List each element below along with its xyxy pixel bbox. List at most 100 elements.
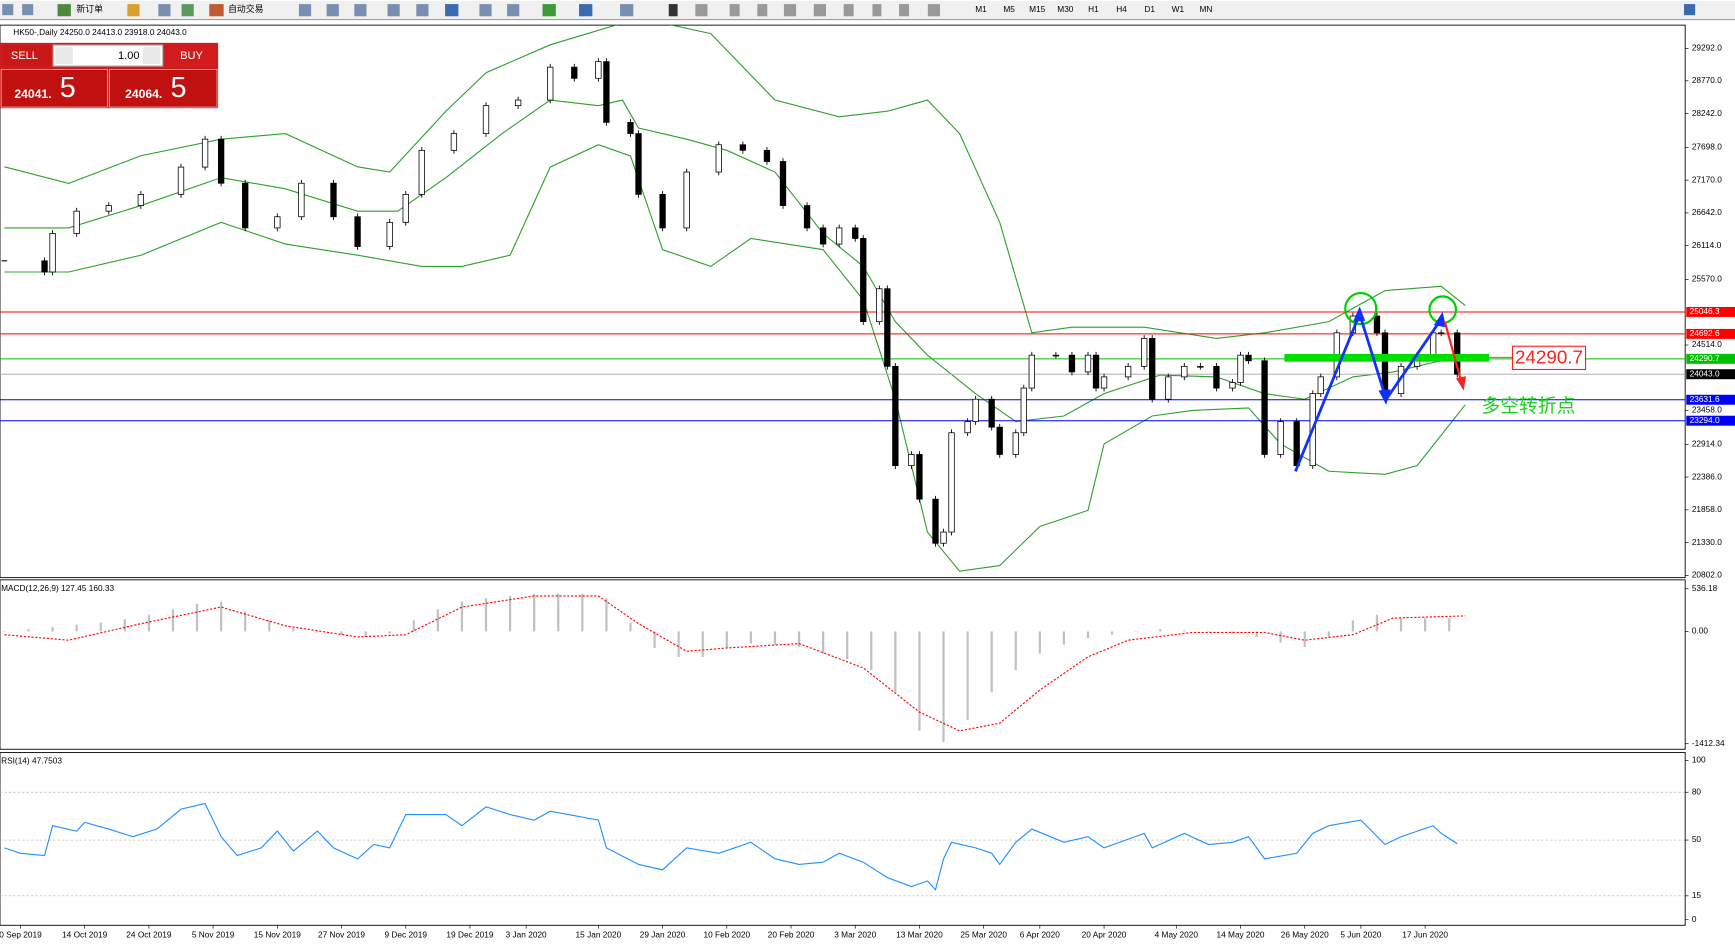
candle-body xyxy=(803,205,811,229)
rsi-line xyxy=(4,802,1458,891)
price-level-label: 23631.6 xyxy=(1690,394,1720,404)
candle-body xyxy=(1317,376,1324,395)
x-tick-label: 5 Nov 2019 xyxy=(192,929,235,939)
y-tick-label: 26114.0 xyxy=(1692,240,1722,250)
candle-body xyxy=(547,66,554,101)
timeframe-bar: M1 M5 M15 M30 H1 H4 D1 W1 MN xyxy=(975,4,1212,14)
candle-body xyxy=(1149,338,1156,400)
macd-bar xyxy=(171,609,175,632)
annotation-text: 多空转折点 xyxy=(1481,395,1575,416)
candle-body xyxy=(916,454,923,500)
x-tick-label: 24 Oct 2019 xyxy=(126,929,172,939)
candle-body xyxy=(354,216,361,247)
panel xyxy=(3,593,1466,742)
y-tick-label: 23458.0 xyxy=(1692,405,1722,415)
x-tick-label: 4 May 2020 xyxy=(1155,929,1199,939)
chart-header: HK50-,Daily 24250.0 24413.0 23918.0 2404… xyxy=(13,27,187,37)
volume-input[interactable] xyxy=(52,44,164,67)
macd-bar xyxy=(51,626,54,632)
top-circle xyxy=(1344,291,1378,326)
x-tick-label: 25 Mar 2020 xyxy=(960,929,1007,939)
candle-body xyxy=(884,288,891,367)
y-tick-label: 0.00 xyxy=(1692,626,1709,636)
candle-body xyxy=(940,531,947,544)
buy-label[interactable]: BUY xyxy=(180,50,203,62)
main-panel-frame xyxy=(0,24,1686,579)
macd-bar xyxy=(1327,631,1330,637)
candle-body xyxy=(1293,421,1300,467)
x-tick-label: 15 Jan 2020 xyxy=(576,929,622,939)
candle-body xyxy=(1165,376,1172,400)
macd-bar xyxy=(1255,631,1258,637)
price-axis: 29292.0 28770.0 28242.0 27698.0 27170.0 26642… xyxy=(1685,43,1735,580)
sell-price-box[interactable] xyxy=(0,69,108,108)
y-tick-label: 26642.0 xyxy=(1692,207,1722,217)
candle-body xyxy=(1124,365,1132,378)
autotrading-button[interactable]: 自动交易 xyxy=(228,3,263,14)
macd-bar xyxy=(1351,620,1354,632)
macd-bar xyxy=(1062,631,1066,645)
macd-bar xyxy=(75,624,78,632)
x-tick-label: 20 Feb 2020 xyxy=(768,929,815,939)
timeframe-button[interactable]: H4 xyxy=(1116,4,1127,14)
macd-bar xyxy=(123,619,126,632)
price-axis: 100 80 50 15 0 xyxy=(1685,755,1706,924)
macd-bar xyxy=(27,629,30,632)
candle-body xyxy=(1181,365,1188,378)
volume-up[interactable] xyxy=(142,47,161,64)
x-tick-label: 26 May 2020 xyxy=(1281,929,1329,939)
x-tick-label: 6 Apr 2020 xyxy=(1020,929,1061,939)
x-tick-label: 3 Jan 2020 xyxy=(506,929,547,939)
candle-body xyxy=(964,421,971,434)
timeframe-button[interactable]: M30 xyxy=(1057,4,1074,14)
toolbar xyxy=(0,0,1735,20)
candle-body xyxy=(852,227,859,239)
sell-label[interactable]: SELL xyxy=(11,50,38,62)
macd-bar xyxy=(508,595,512,632)
candle-body xyxy=(73,210,80,234)
candle-body xyxy=(274,216,281,229)
candle-body xyxy=(330,182,337,218)
arrow-head xyxy=(1378,389,1391,405)
timeframe-button[interactable]: M15 xyxy=(1029,4,1046,14)
candle-body xyxy=(1237,354,1244,383)
candle-body xyxy=(41,260,48,273)
timeframe-button[interactable]: H1 xyxy=(1088,4,1099,14)
timeframe-button[interactable]: D1 xyxy=(1144,4,1155,14)
volume-down[interactable] xyxy=(55,47,74,64)
macd-bar xyxy=(653,631,656,649)
arrow-head xyxy=(1433,311,1447,328)
bollinger-band xyxy=(4,144,1466,572)
timeframe-button[interactable]: M1 xyxy=(975,4,987,14)
y-tick-label: 20802.0 xyxy=(1692,570,1722,580)
timeframe-button[interactable]: W1 xyxy=(1172,4,1185,14)
candle-body xyxy=(932,498,939,544)
macd-bar xyxy=(605,598,608,632)
candle-body xyxy=(514,99,522,107)
buy-price-box[interactable] xyxy=(109,69,218,108)
timeframe-button[interactable]: M5 xyxy=(1003,4,1015,14)
y-tick-label: 50 xyxy=(1692,834,1702,844)
macd-bar xyxy=(942,631,945,742)
price-level-tag xyxy=(1686,328,1735,339)
candle-body xyxy=(1068,354,1076,373)
candle-body xyxy=(1100,376,1108,389)
y-tick-label: 0 xyxy=(1692,914,1697,924)
x-tick-label: 14 May 2020 xyxy=(1217,929,1265,939)
macd-bar xyxy=(1135,631,1138,632)
macd-title: MACD(12,26,9) 127.45 160.33 xyxy=(1,583,114,593)
candle-body xyxy=(450,133,458,151)
macd-bar xyxy=(292,628,295,632)
new-order-button[interactable]: 新订单 xyxy=(76,3,103,14)
x-tick-label: 17 Jun 2020 xyxy=(1402,929,1448,939)
candle-body xyxy=(242,182,249,229)
timeframe-button[interactable]: MN xyxy=(1200,4,1213,14)
sell-button[interactable] xyxy=(2,45,51,67)
candle-body xyxy=(763,149,771,162)
candle-body xyxy=(1084,354,1092,373)
y-tick-label: 27698.0 xyxy=(1692,142,1722,152)
macd-bar xyxy=(1110,631,1114,635)
volume-value[interactable]: 1.00 xyxy=(118,50,140,62)
toolbar-icons[interactable] xyxy=(2,4,1696,17)
